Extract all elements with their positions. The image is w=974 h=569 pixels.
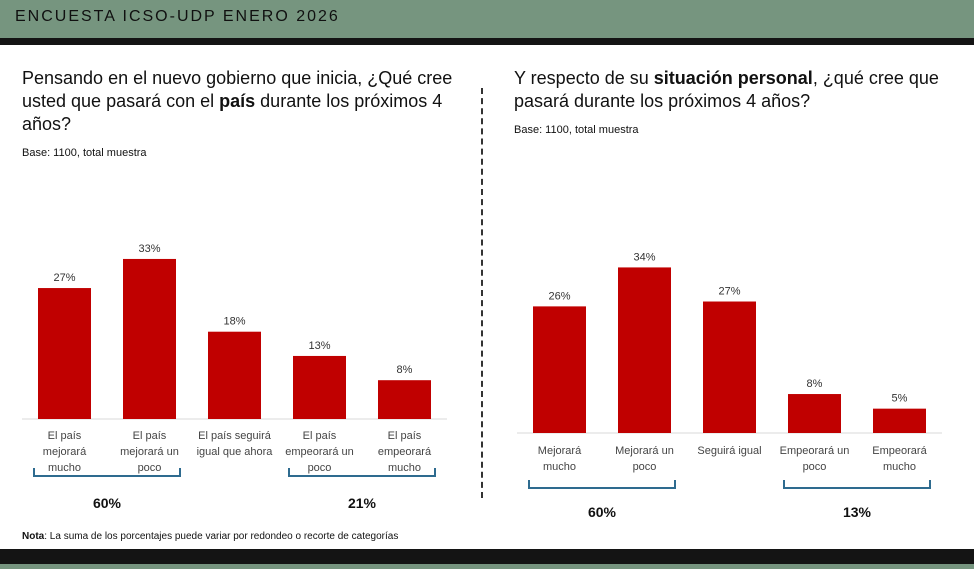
header-bar: ENCUESTA ICSO-UDP ENERO 2026 <box>0 0 974 38</box>
country-category-label-1: El país mejorará un poco <box>120 430 179 474</box>
personal-bar-3 <box>788 394 841 433</box>
left-question-bold: país <box>219 91 256 111</box>
left-base-text: Base: 1100, total muestra <box>22 147 147 159</box>
right-question-pre: Y respecto de su <box>514 68 654 88</box>
country-value-label-0: 27% <box>53 272 75 284</box>
personal-value-label-3: 8% <box>807 378 823 390</box>
personal-value-label-0: 26% <box>548 290 570 302</box>
personal-category-label-0: Mejorará mucho <box>538 445 582 473</box>
country-category-label-3: El país empeorará un poco <box>285 430 354 474</box>
right-question: Y respecto de su situación personal, ¿qu… <box>514 67 944 113</box>
personal-group-label-1: 13% <box>843 504 872 520</box>
country-bar-2 <box>208 331 261 419</box>
country-group-bracket-0 <box>33 468 181 477</box>
country-bar-4 <box>378 380 431 419</box>
panel-divider <box>481 88 483 498</box>
right-question-post: , ¿qué cree que pasará durante los próxi… <box>514 68 939 111</box>
country-group-label-0: 60% <box>93 495 122 511</box>
personal-chart: 26% Mejorará mucho 34% Mejorará un poco 27% Seg… <box>517 251 942 520</box>
country-value-label-1: 33% <box>138 243 160 255</box>
left-question-post: durante los próximos 4 años? <box>22 91 443 134</box>
footnote: Nota: La suma de los porcentajes puede v… <box>22 531 398 542</box>
country-value-label-2: 18% <box>223 316 245 328</box>
footnote-label: Nota <box>22 531 45 542</box>
right-base-text: Base: 1100, total muestra <box>514 124 639 136</box>
country-group-label-1: 21% <box>348 495 377 511</box>
country-chart: 27% El país mejorará mucho 33% El país mejorar… <box>22 243 447 511</box>
personal-value-label-4: 5% <box>892 393 908 405</box>
personal-category-label-4: Empeorará mucho <box>872 445 927 473</box>
header-rule <box>0 38 974 45</box>
country-value-label-3: 13% <box>308 340 330 352</box>
personal-group-label-0: 60% <box>588 504 617 520</box>
footnote-text: : La suma de los porcentajes puede varia… <box>44 531 399 542</box>
header-title: ENCUESTA ICSO-UDP ENERO 2026 <box>15 8 340 25</box>
personal-value-label-1: 34% <box>633 251 655 263</box>
country-bar-0 <box>38 288 91 419</box>
footer-bar <box>0 564 974 569</box>
country-value-label-4: 8% <box>397 364 413 376</box>
personal-bar-0 <box>533 306 586 433</box>
left-question: Pensando en el nuevo gobierno que inicia… <box>22 67 462 136</box>
personal-bar-4 <box>873 408 926 433</box>
footer-rule <box>0 549 974 564</box>
personal-category-label-1: Mejorará un poco <box>615 445 674 473</box>
country-bar-3 <box>293 355 346 419</box>
country-category-label-0: El país mejorará mucho <box>43 430 87 474</box>
country-category-label-2: El país seguirá igual que ahora <box>197 430 274 458</box>
personal-bar-2 <box>703 301 756 433</box>
personal-category-label-3: Empeorará un poco <box>780 445 850 473</box>
country-category-label-4: El país empeorará mucho <box>378 430 432 474</box>
personal-bar-1 <box>618 267 671 433</box>
personal-group-bracket-0 <box>528 480 676 489</box>
left-question-pre: Pensando en el nuevo gobierno que inicia… <box>22 68 453 111</box>
right-question-bold: situación personal <box>653 68 813 88</box>
personal-value-label-2: 27% <box>718 286 740 298</box>
personal-group-bracket-1 <box>783 480 931 489</box>
country-bar-1 <box>123 258 176 419</box>
country-group-bracket-1 <box>288 468 436 477</box>
personal-category-label-2: Seguirá igual <box>697 445 761 457</box>
